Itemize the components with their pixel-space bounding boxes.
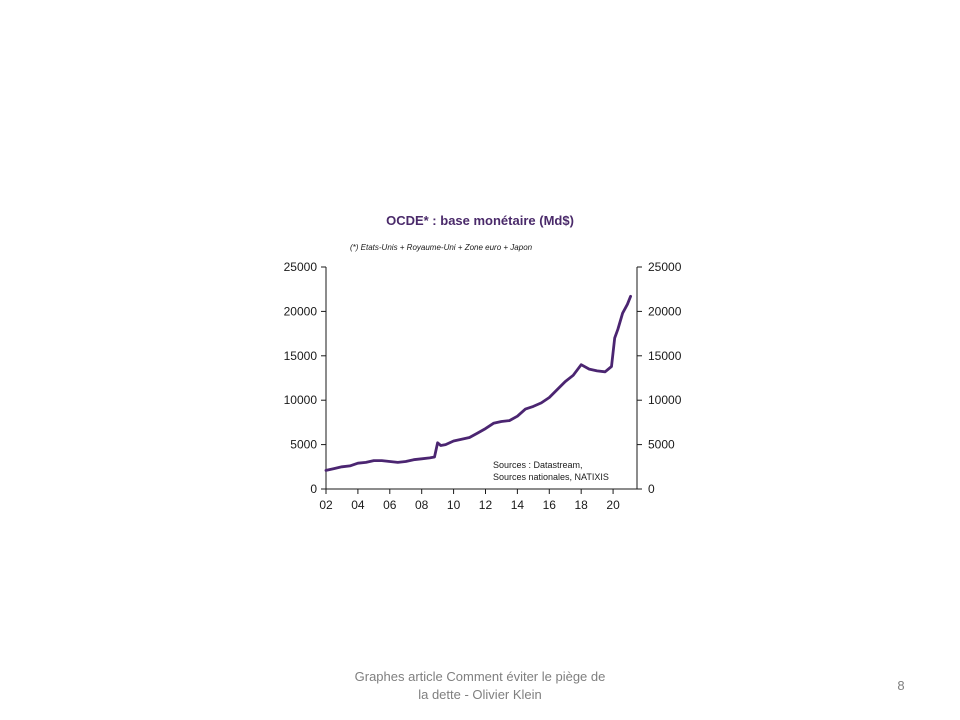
x-tick-label: 16 xyxy=(543,498,557,512)
y-tick-label-left: 20000 xyxy=(284,304,318,318)
y-tick-label-left: 0 xyxy=(310,482,317,496)
x-tick-label: 20 xyxy=(606,498,620,512)
source-line-2: Sources nationales, NATIXIS xyxy=(493,472,609,482)
footer-line-1: Graphes article Comment éviter le piège … xyxy=(354,669,606,684)
y-tick-label-left: 5000 xyxy=(290,438,317,452)
chart-title: OCDE* : base monétaire (Md$) xyxy=(386,213,574,228)
x-tick-label: 14 xyxy=(511,498,525,512)
chart-note: (*) Etats-Unis + Royaume-Uni + Zone euro… xyxy=(350,243,533,252)
x-tick-label: 18 xyxy=(574,498,588,512)
tick-label-layer: 0 5000 10000 15000 20000 25000 0 5000 10000 15000… xyxy=(284,260,682,512)
series-line xyxy=(324,294,632,472)
y-tick-label-right: 0 xyxy=(648,482,655,496)
y-tick-label-right: 25000 xyxy=(648,260,682,274)
y-tick-label-left: 15000 xyxy=(284,349,318,363)
x-tick-label: 06 xyxy=(383,498,397,512)
x-tick-label: 04 xyxy=(351,498,365,512)
page-number: 8 xyxy=(897,678,905,693)
y-tick-label-right: 20000 xyxy=(648,304,682,318)
footer-line-2: la dette - Olivier Klein xyxy=(418,687,542,702)
x-tick-label: 02 xyxy=(319,498,333,512)
x-tick-label: 12 xyxy=(479,498,493,512)
y-tick-label-right: 10000 xyxy=(648,393,682,407)
x-tick-label: 10 xyxy=(447,498,461,512)
y-tick-label-right: 15000 xyxy=(648,349,682,363)
y-tick-label-left: 25000 xyxy=(284,260,318,274)
y-tick-label-right: 5000 xyxy=(648,438,675,452)
tick-layer xyxy=(321,266,642,494)
slide-footer: Graphes article Comment éviter le piège … xyxy=(330,668,630,704)
y-tick-label-left: 10000 xyxy=(284,393,318,407)
source-line-1: Sources : Datastream, xyxy=(493,460,583,470)
x-tick-label: 08 xyxy=(415,498,429,512)
